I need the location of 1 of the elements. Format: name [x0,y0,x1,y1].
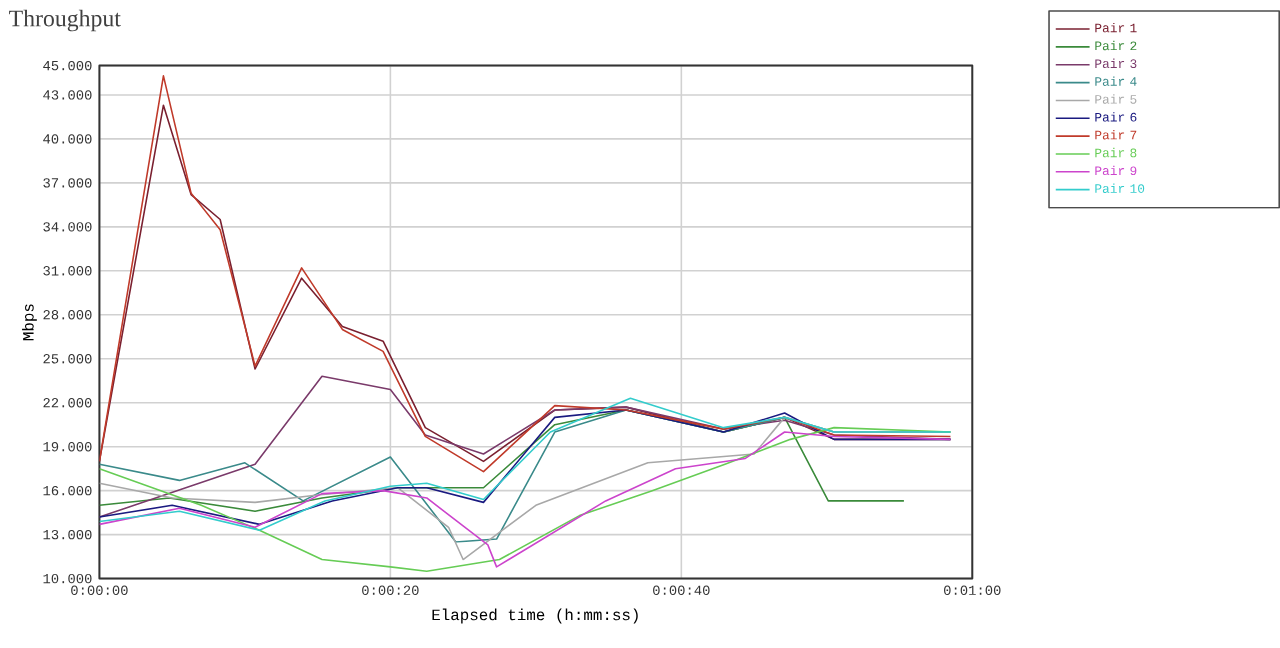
chart-title: Throughput [9,9,121,32]
